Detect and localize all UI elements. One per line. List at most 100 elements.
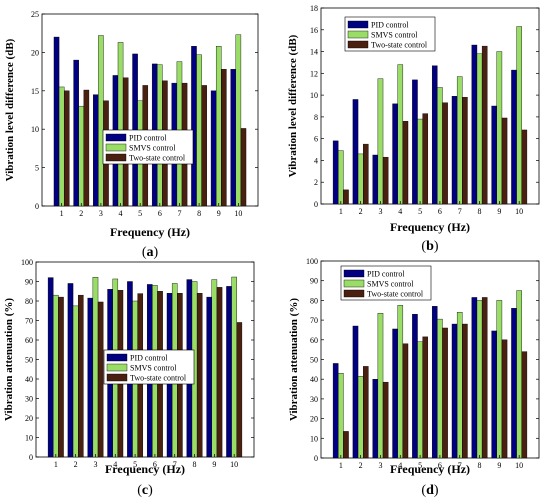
legend-entry: Two-state control	[130, 374, 187, 383]
legend-swatch	[106, 363, 128, 372]
x-tick-label: 6	[158, 209, 162, 218]
x-tick-label: 6	[153, 460, 157, 469]
bar-pid-control-10	[511, 69, 517, 205]
bar-pid-control-7	[451, 323, 458, 459]
bar-smvs-control-2	[72, 305, 79, 458]
x-tick-label: 1	[60, 209, 64, 218]
legend-entry: PID control	[367, 270, 405, 279]
bar-smvs-control-1	[338, 150, 344, 205]
legend-entry: SMVS control	[371, 31, 418, 40]
x-tick-label: 5	[418, 207, 422, 216]
bar-pid-control-10	[226, 286, 232, 458]
y-tick-label: 16	[310, 26, 318, 35]
panel-label: (a)	[142, 245, 159, 260]
bar-two-state-control-10	[236, 322, 243, 458]
panel-label: (c)	[137, 483, 153, 498]
bar-pid-control-1	[332, 140, 339, 205]
x-tick-label: 8	[193, 460, 197, 469]
y-tick-label: 10	[25, 434, 33, 443]
bar-two-state-control-3	[382, 381, 389, 459]
bar-smvs-control-2	[357, 376, 364, 459]
y-tick-label: 60	[25, 336, 33, 345]
x-tick-label: 10	[230, 460, 238, 469]
y-axis-label: Vibration level difference (dB)	[4, 38, 16, 181]
bar-smvs-control-3	[92, 277, 99, 458]
y-tick-label: 40	[25, 375, 33, 384]
bar-smvs-control-9	[496, 300, 503, 459]
legend-swatch	[347, 40, 369, 49]
y-axis-label: Vibration attenuation (%)	[3, 298, 15, 421]
legend-swatch	[347, 30, 369, 39]
bar-pid-control-9	[491, 105, 497, 205]
x-tick-label: 1	[339, 207, 343, 216]
panel-label: (b)	[421, 239, 438, 254]
y-tick-label: 0	[314, 200, 318, 209]
bar-pid-control-9	[206, 296, 212, 458]
legend-entry: PID control	[130, 354, 168, 363]
bar-smvs-control-6	[437, 87, 443, 205]
bar-two-state-control-4	[402, 121, 409, 205]
y-tick-label: 10	[310, 91, 318, 100]
bar-smvs-control-7	[456, 312, 463, 459]
x-axis-label: Frequency (Hz)	[390, 462, 470, 476]
x-tick-label: 5	[418, 461, 422, 470]
bar-pid-control-2	[352, 325, 359, 459]
bar-pid-control-2	[67, 283, 74, 458]
x-tick-label: 4	[398, 461, 402, 470]
x-tick-label: 4	[119, 209, 123, 218]
y-tick-label: 10	[31, 125, 39, 134]
x-tick-label: 6	[438, 461, 442, 470]
x-tick-label: 4	[398, 207, 402, 216]
bar-pid-control-7	[451, 95, 458, 205]
y-tick-label: 4	[314, 156, 318, 165]
bar-two-state-control-5	[422, 336, 429, 459]
bar-two-state-control-1	[343, 431, 349, 459]
x-tick-label: 7	[458, 461, 462, 470]
x-tick-label: 6	[438, 207, 442, 216]
bar-pid-control-4	[392, 328, 398, 459]
legend-swatch	[343, 269, 365, 278]
bar-two-state-control-9	[216, 287, 223, 458]
bar-two-state-control-1	[343, 189, 349, 205]
y-tick-label: 20	[310, 415, 318, 424]
bar-smvs-control-3	[377, 78, 384, 205]
x-tick-label: 3	[99, 209, 103, 218]
bar-smvs-control-7	[456, 76, 463, 205]
bar-smvs-control-4	[397, 305, 404, 459]
bar-pid-control-6	[431, 306, 438, 459]
x-tick-label: 8	[478, 207, 482, 216]
bar-two-state-control-2	[363, 366, 369, 459]
bar-two-state-control-2	[83, 89, 90, 207]
x-tick-label: 4	[113, 460, 117, 469]
bar-pid-control-6	[431, 65, 438, 205]
bar-two-state-control-1	[58, 296, 64, 458]
bar-pid-control-1	[47, 277, 54, 458]
bar-two-state-control-4	[402, 343, 409, 459]
bar-pid-control-10	[230, 69, 237, 207]
y-tick-label: 90	[310, 277, 318, 286]
x-tick-label: 10	[234, 209, 242, 218]
x-tick-label: 9	[212, 460, 216, 469]
y-tick-label: 80	[25, 297, 33, 306]
y-tick-label: 50	[310, 356, 318, 365]
y-tick-label: 12	[310, 69, 318, 78]
legend-swatch	[347, 20, 369, 29]
bar-pid-control-8	[471, 297, 478, 459]
bar-two-state-control-10	[240, 128, 247, 207]
y-tick-label: 14	[310, 48, 318, 57]
bar-two-state-control-8	[481, 297, 488, 459]
bar-two-state-control-6	[442, 102, 448, 205]
legend-entry: Two-state control	[129, 154, 186, 163]
bar-smvs-control-1	[53, 294, 59, 458]
x-axis-label: Frequency (Hz)	[390, 220, 470, 234]
bar-smvs-control-10	[516, 26, 522, 205]
x-tick-label: 10	[515, 207, 523, 216]
x-tick-label: 2	[359, 207, 363, 216]
bar-two-state-control-5	[422, 113, 429, 205]
legend-swatch	[106, 373, 128, 382]
y-tick-label: 30	[310, 395, 318, 404]
y-tick-label: 50	[25, 356, 33, 365]
